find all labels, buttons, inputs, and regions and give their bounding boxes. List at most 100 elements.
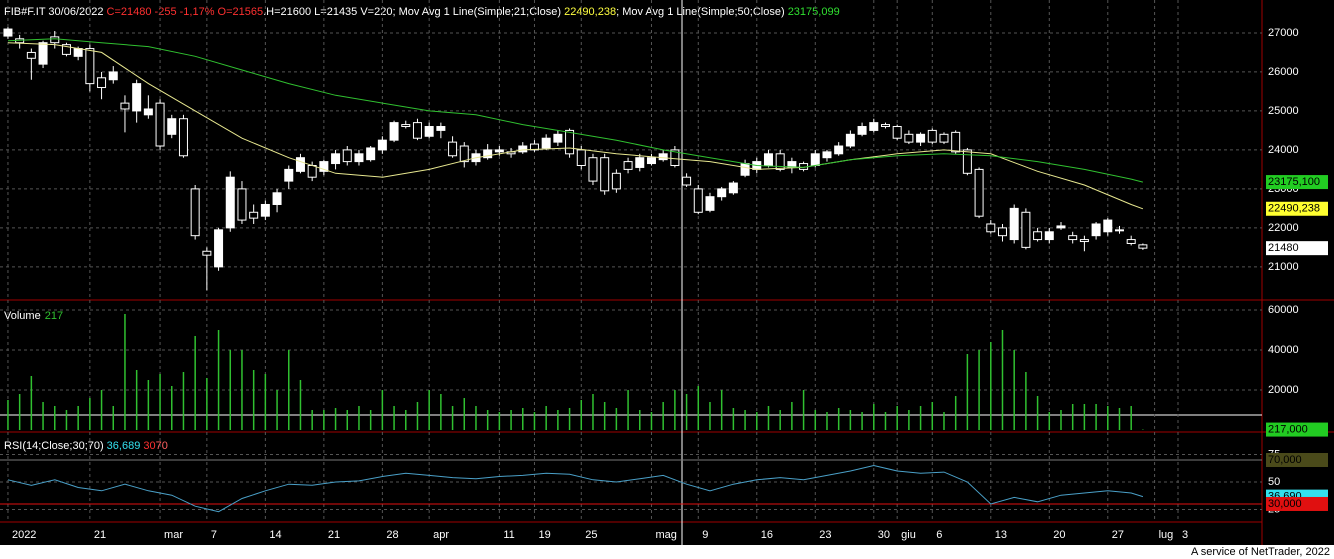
candle-body [331,153,341,165]
volume-bar [919,406,922,430]
candle-body [3,28,13,37]
volume-bar [592,394,594,430]
candle-body [85,48,95,85]
candle-body [1114,229,1124,232]
candle-body [483,149,493,159]
header-part: ; Mov Avg 1 Line(Simple;50;Close) [616,6,788,18]
candle-body [553,133,563,143]
rsi-lower-label: 30 [143,440,155,452]
volume-bar [791,402,793,430]
volume-bar [557,410,559,430]
volume-bar [931,402,934,430]
candle-body [237,188,247,221]
candle-body [927,129,937,143]
volume-bar [416,402,419,430]
candle-body [319,161,329,172]
candle-body [880,124,890,128]
candle-body [822,151,832,159]
volume-bar [1107,406,1109,430]
volume-bar [720,390,723,430]
candle-body [600,157,610,192]
candle-body [518,145,528,153]
candle-body [974,168,984,217]
volume-bar [568,408,571,430]
volume-bar [580,400,583,430]
candle-body [50,36,60,44]
volume-bar [323,410,325,430]
volume-bar [241,350,243,430]
x-tick-label: 23 [819,529,831,541]
volume-bar [709,402,711,430]
x-tick-label: 19 [538,529,550,541]
volume-bar [440,394,442,430]
panel-title: Volume 217 [4,310,63,322]
x-tick-label: 25 [585,529,597,541]
rsi-last: 36,689 [107,440,141,452]
candle-body [916,133,926,143]
volume-bar [475,406,477,430]
volume-bar [381,390,384,430]
volume-bar [18,394,21,430]
volume-bar [545,406,547,430]
volume-bar [346,410,349,430]
candle-body [1033,231,1043,241]
volume-bar [1060,410,1062,430]
x-tick-label: 3 [1182,529,1188,541]
price-badge-label: 217,000 [1268,423,1308,435]
x-tick-label: 21 [328,529,340,541]
volume-bar [756,412,758,430]
candle-body [693,188,703,213]
indicator-line [7,464,1144,513]
candle-body [763,153,773,167]
volume-bar [826,412,828,430]
volume-bar [405,410,407,430]
price-badge [1266,241,1328,256]
x-tick-label: 13 [995,529,1007,541]
candle-body [646,157,656,165]
x-tick-label: 30 [878,529,890,541]
candle-body [611,172,621,190]
x-tick-label: giu [901,529,916,541]
candle-body [366,147,376,161]
volume-bar [65,410,68,430]
candle-body [705,196,715,211]
volume-bar [943,412,945,430]
price-badge-label: 70,000 [1268,454,1302,466]
x-tick-label: 28 [386,529,398,541]
y-tick-label: 25000 [1268,105,1299,117]
candle-body [459,145,469,163]
y-tick-label: 26000 [1268,66,1299,78]
volume-bar [264,374,267,430]
x-tick-label: 20 [1053,529,1065,541]
volume-bar [908,410,910,430]
candle-body [939,133,949,143]
volume-bar [802,390,805,430]
rsi-upper-label: 70 [156,440,168,452]
volume-bar [966,354,969,430]
volume-bar [639,410,641,430]
volume-bar [990,342,992,430]
y-tick-label: 24000 [1268,144,1299,156]
volume-bar [1036,396,1039,430]
candle-body [997,227,1007,237]
candle-body [108,71,118,81]
volume-bar [1083,404,1086,430]
volume-bar [217,330,220,430]
candle-body [73,48,83,57]
candle-body [986,223,996,233]
candle-body [1056,225,1066,229]
candle-body [494,149,504,153]
volume-bar [77,406,79,430]
x-tick-label: 11 [503,529,514,541]
candle-body [61,44,71,55]
panel-title-value: 217 [45,310,63,322]
candle-body [857,126,867,135]
candle-body [342,149,352,163]
x-tick-label: 27 [1112,529,1124,541]
price-badge [1266,201,1328,216]
candle-body [401,124,411,128]
footer: A service of NetTrader, 2022 [1191,546,1330,558]
candle-body [717,188,727,198]
volume-bar [522,408,524,430]
